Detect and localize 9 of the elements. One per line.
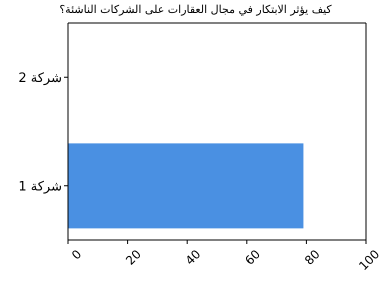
y-tick-label: شركة 2 — [18, 70, 62, 86]
x-tick-label: 40 — [182, 247, 204, 268]
x-tick-label: 60 — [242, 247, 264, 268]
x-tick-label: 20 — [123, 247, 144, 268]
chart-title: كيف يؤثر الابتكار في مجال العقارات على الشركات الناشئة؟ — [58, 3, 333, 16]
x-tick-label: 80 — [302, 247, 323, 268]
x-tick-label: 0 — [68, 247, 84, 262]
x-tick-label: 100 — [356, 247, 382, 274]
y-tick-label: شركة 1 — [18, 179, 62, 194]
